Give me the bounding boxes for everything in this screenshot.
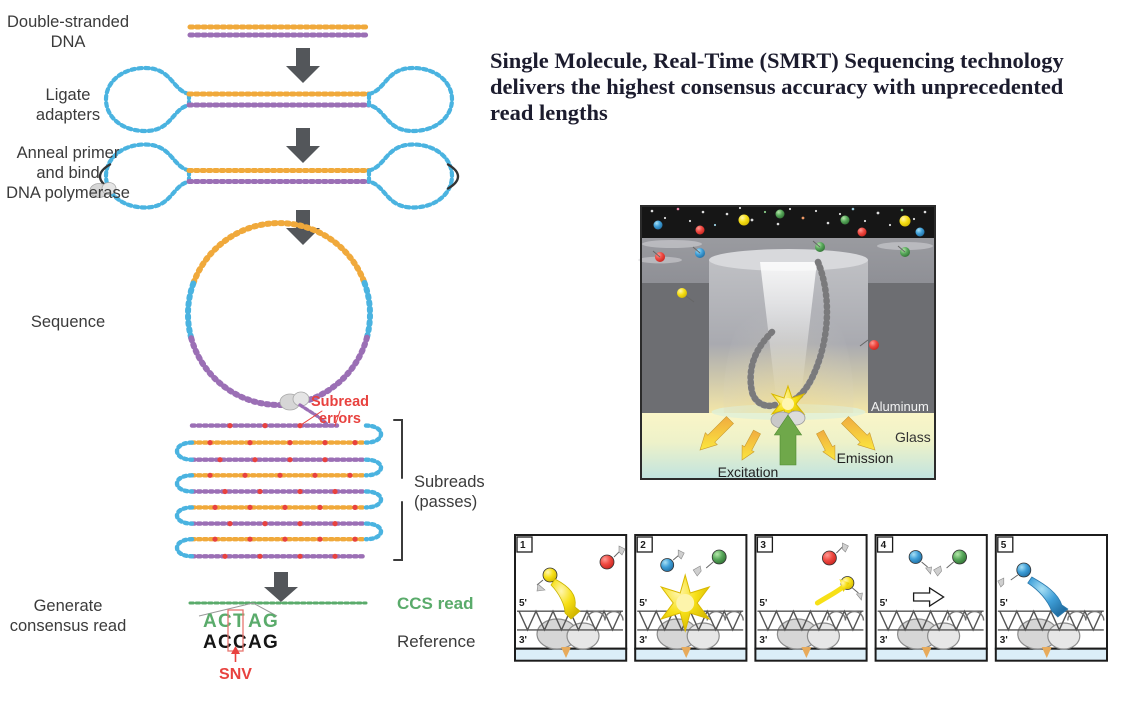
svg-text:read lengths: read lengths [490,100,608,125]
svg-text:3: 3 [760,540,766,551]
svg-text:(passes): (passes) [414,493,477,511]
svg-text:Sequence: Sequence [31,313,105,331]
svg-text:Generate: Generate [34,597,103,615]
svg-text:Aluminum: Aluminum [871,399,929,414]
svg-text:SNV: SNV [219,666,252,683]
svg-text:G: G [263,611,278,632]
svg-text:4: 4 [881,540,887,551]
svg-text:Single Molecule, Real-Time (SM: Single Molecule, Real-Time (SMRT) Sequen… [490,48,1065,73]
svg-text:Excitation: Excitation [718,464,779,480]
svg-text:consensus read: consensus read [10,617,127,635]
svg-text:Ligate: Ligate [46,86,91,104]
svg-text:C: C [218,611,232,632]
svg-text:DNA: DNA [51,33,86,51]
svg-text:Subreads: Subreads [414,473,485,491]
svg-text:DNA polymerase: DNA polymerase [6,184,130,202]
svg-text:Glass: Glass [895,429,931,445]
svg-text:A: A [248,611,262,632]
svg-text:Anneal primer: Anneal primer [17,144,120,162]
svg-text:adapters: adapters [36,106,100,124]
svg-text:A: A [203,611,217,632]
svg-text:G: G [263,632,278,653]
svg-text:delivers the highest consensus: delivers the highest consensus accuracy … [490,74,1064,99]
svg-text:Emission: Emission [837,450,894,466]
svg-text:Reference: Reference [397,632,475,651]
svg-text:1: 1 [520,540,526,551]
svg-text:A: A [203,632,217,653]
svg-text:5: 5 [1001,540,1007,551]
svg-text:Subread: Subread [311,394,369,410]
svg-text:Double-stranded: Double-stranded [7,13,129,31]
svg-text:A: A [248,632,262,653]
svg-text:and bind: and bind [36,164,99,182]
svg-text:C: C [218,632,232,653]
svg-text:CCS read: CCS read [397,594,474,613]
svg-text:2: 2 [640,540,646,551]
svg-text:errors: errors [319,411,361,427]
